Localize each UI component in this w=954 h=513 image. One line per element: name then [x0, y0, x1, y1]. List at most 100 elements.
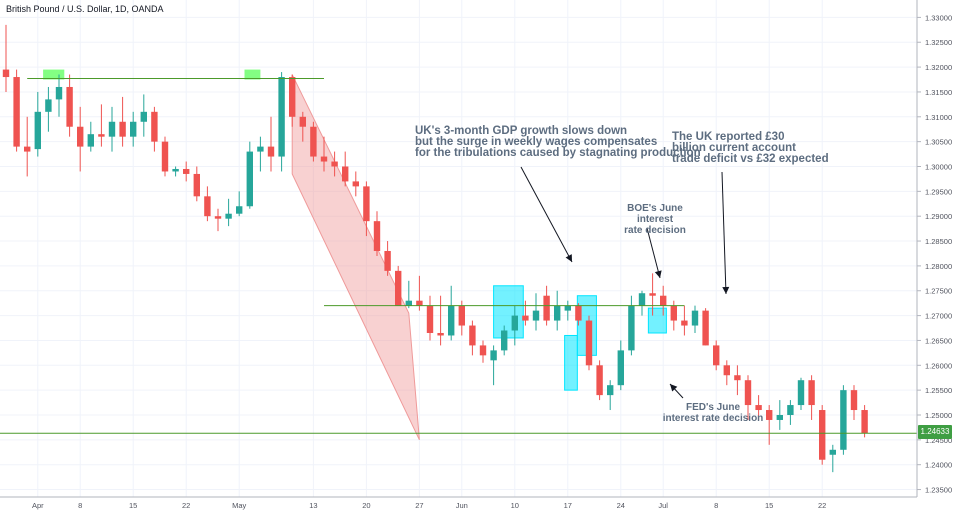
candle-body-down: [363, 186, 370, 222]
candle-body-up: [829, 449, 836, 455]
annotation-line: billion current account: [672, 142, 796, 154]
candle-body-down: [310, 126, 317, 157]
x-tick-label: 8: [714, 501, 718, 510]
y-tick-label: 1.23500: [925, 486, 952, 495]
chart-title: British Pound / U.S. Dollar, 1D, OANDA: [6, 4, 164, 14]
candle-body-up: [140, 111, 147, 122]
candle-body-down: [660, 295, 667, 306]
candle-body-down: [458, 305, 465, 326]
candle-body-down: [267, 146, 275, 157]
y-tick-label: 1.31000: [925, 113, 952, 122]
candle-body-up: [607, 385, 614, 396]
y-tick-label: 1.33000: [925, 13, 952, 22]
annotation-arrowhead: [670, 384, 678, 392]
x-tick-label: Jun: [456, 501, 468, 510]
candle-body-down: [426, 305, 434, 333]
candle-body-down: [522, 315, 529, 321]
candle-body-down: [416, 300, 423, 306]
candle-body-up: [246, 151, 253, 207]
annotation-current-account: The UK reported £30 billion current acco…: [672, 131, 829, 165]
candle-body-up: [278, 77, 285, 157]
candle-body-up: [87, 134, 94, 147]
candle-body-down: [151, 111, 158, 142]
y-tick-label: 1.29000: [925, 212, 952, 221]
candle-body-up: [55, 86, 63, 100]
candle-body-up: [45, 99, 52, 112]
candle-body-down: [24, 146, 31, 152]
candle-body-down: [819, 410, 826, 460]
x-tick-label: 8: [78, 501, 82, 510]
y-tick-label: 1.25000: [925, 411, 952, 420]
annotation-boe: BOE's June interest rate decision: [608, 203, 702, 236]
candle-body-down: [713, 345, 720, 366]
annotation-line: FED's June: [685, 402, 741, 413]
candle-body-up: [405, 300, 412, 306]
x-tick-label: 20: [362, 501, 370, 510]
candle-body-up: [776, 414, 783, 420]
candle-body-up: [108, 121, 116, 137]
x-tick-label: 15: [765, 501, 773, 510]
candle-body-up: [628, 305, 635, 351]
candle-body-down: [395, 270, 402, 306]
top-marker: [43, 69, 65, 80]
annotation-line: interest rate decision: [662, 413, 764, 424]
annotation-line: rate decision: [624, 225, 686, 236]
y-tick-label: 1.26000: [925, 361, 952, 370]
annotation-arrowhead: [722, 286, 730, 294]
candle-body-up: [130, 121, 137, 137]
top-marker: [244, 69, 261, 80]
candle-body-down: [723, 365, 730, 376]
y-tick-label: 1.32500: [925, 38, 952, 47]
annotation-arrow: [721, 171, 727, 295]
x-tick-label: 24: [617, 501, 625, 510]
y-tick-label: 1.27000: [925, 312, 952, 321]
candle-body-down: [649, 293, 656, 296]
candle-body-down: [204, 196, 211, 217]
annotation-line: for the tribulations caused by stagnatin…: [415, 147, 701, 159]
candle-body-up: [840, 390, 847, 450]
y-tick-label: 1.24000: [925, 461, 952, 470]
candle-body-up: [34, 111, 41, 150]
candle-body-down: [320, 156, 328, 162]
y-tick-label: 1.28000: [925, 262, 952, 271]
y-tick-label: 1.27500: [925, 287, 952, 296]
candle-body-down: [214, 216, 222, 219]
candle-body-up: [787, 405, 794, 415]
x-tick-label: 27: [415, 501, 423, 510]
annotation-arrowhead: [565, 254, 572, 262]
y-tick-label: 1.25500: [925, 386, 952, 395]
candle-body-up: [172, 168, 179, 172]
candle-body-up: [564, 305, 571, 311]
annotation-line: trade deficit vs £32 expected: [672, 153, 829, 165]
candle-body-up: [236, 206, 243, 214]
x-tick-label: 13: [309, 501, 317, 510]
x-tick-label: 22: [818, 501, 826, 510]
candle-body-up: [257, 146, 264, 152]
candle-body-down: [850, 390, 858, 411]
annotation-fed: FED's June interest rate decision: [655, 402, 771, 424]
annotation-arrow: [646, 227, 661, 279]
annotation-gdp: UK's 3-month GDP growth slows down but t…: [415, 125, 701, 159]
candles: [2, 24, 868, 473]
candle-body-up: [225, 213, 232, 219]
candle-body-up: [617, 350, 624, 386]
candle-body-down: [437, 332, 444, 336]
x-tick-label: Apr: [32, 501, 44, 510]
candle-body-down: [585, 320, 593, 366]
candle-body-up: [511, 315, 518, 331]
candle-body-down: [734, 375, 741, 381]
candle-body-down: [2, 69, 10, 78]
candle-body-down: [596, 365, 603, 396]
candle-body-down: [77, 126, 84, 147]
candle-body-down: [352, 181, 359, 187]
y-tick-label: 1.31500: [925, 88, 952, 97]
x-tick-label: 10: [511, 501, 519, 510]
candle-body-down: [384, 250, 391, 271]
annotation-line: but the surge in weekly wages compensate…: [415, 136, 658, 148]
candle-body-down: [289, 77, 296, 117]
annotation-line: The UK reported £30: [672, 131, 785, 143]
y-tick-label: 1.26500: [925, 336, 952, 345]
candle-body-up: [554, 305, 561, 321]
